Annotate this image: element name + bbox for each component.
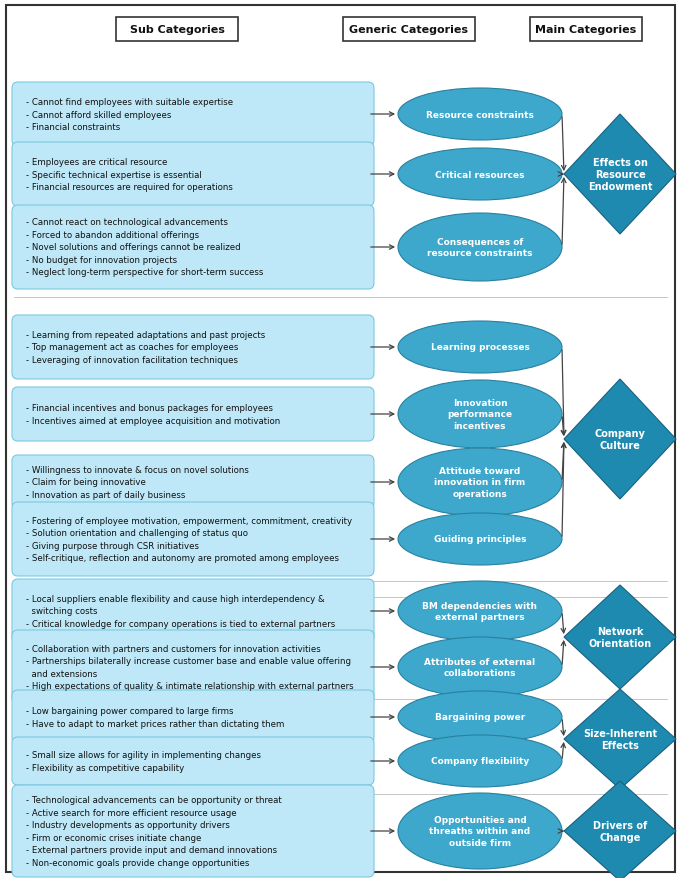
Text: - Cannot react on technological advancements
- Forced to abandon additional offe: - Cannot react on technological advancem… — [26, 219, 264, 277]
Ellipse shape — [398, 380, 562, 449]
Text: Learning processes: Learning processes — [430, 343, 529, 352]
Ellipse shape — [398, 793, 562, 869]
FancyBboxPatch shape — [12, 83, 374, 147]
Text: - Willingness to innovate & focus on novel solutions
- Claim for being innovativ: - Willingness to innovate & focus on nov… — [26, 465, 249, 500]
Text: Company
Culture: Company Culture — [595, 428, 646, 450]
Text: - Fostering of employee motivation, empowerment, commitment, creativity
- Soluti: - Fostering of employee motivation, empo… — [26, 516, 352, 563]
Text: - Collaboration with partners and customers for innovation activities
- Partners: - Collaboration with partners and custom… — [26, 644, 353, 690]
Ellipse shape — [398, 149, 562, 201]
Polygon shape — [564, 689, 676, 789]
FancyBboxPatch shape — [12, 690, 374, 745]
Text: Critical resources: Critical resources — [435, 170, 525, 179]
Ellipse shape — [398, 735, 562, 787]
Ellipse shape — [398, 449, 562, 516]
Ellipse shape — [398, 213, 562, 282]
Text: BM dependencies with
external partners: BM dependencies with external partners — [422, 601, 537, 622]
Ellipse shape — [398, 89, 562, 140]
FancyBboxPatch shape — [12, 143, 374, 206]
Polygon shape — [564, 115, 676, 234]
FancyBboxPatch shape — [530, 18, 642, 42]
Text: Main Categories: Main Categories — [535, 25, 636, 35]
Ellipse shape — [398, 637, 562, 697]
Polygon shape — [564, 586, 676, 689]
Text: - Cannot find employees with suitable expertise
- Cannot afford skilled employee: - Cannot find employees with suitable ex… — [26, 97, 233, 132]
FancyBboxPatch shape — [12, 785, 374, 877]
Text: Resource constraints: Resource constraints — [426, 111, 534, 119]
FancyBboxPatch shape — [12, 205, 374, 290]
FancyBboxPatch shape — [343, 18, 475, 42]
Text: Company flexibility: Company flexibility — [431, 757, 529, 766]
Text: Opportunities and
threaths within and
outside firm: Opportunities and threaths within and ou… — [430, 816, 530, 846]
Text: Attributes of external
collaborations: Attributes of external collaborations — [424, 658, 535, 677]
Text: Drivers of
Change: Drivers of Change — [593, 820, 647, 842]
Text: - Learning from repeated adaptations and past projects
- Top management act as c: - Learning from repeated adaptations and… — [26, 331, 266, 364]
Text: Effects on
Resource
Endowment: Effects on Resource Endowment — [588, 157, 652, 192]
FancyBboxPatch shape — [12, 387, 374, 442]
FancyBboxPatch shape — [12, 630, 374, 704]
Text: Sub Categories: Sub Categories — [129, 25, 225, 35]
FancyBboxPatch shape — [116, 18, 238, 42]
Ellipse shape — [398, 321, 562, 373]
Text: - Small size allows for agility in implementing changes
- Flexibility as competi: - Small size allows for agility in imple… — [26, 751, 261, 772]
Text: Guiding principles: Guiding principles — [434, 535, 526, 543]
Text: - Employees are critical resource
- Specific technical expertise is essential
- : - Employees are critical resource - Spec… — [26, 158, 233, 191]
Ellipse shape — [398, 581, 562, 641]
Text: Consequences of
resource constraints: Consequences of resource constraints — [427, 238, 533, 258]
FancyBboxPatch shape — [12, 579, 374, 644]
Text: - Technological advancements can be opportunity or threat
- Active search for mo: - Technological advancements can be oppo… — [26, 795, 282, 867]
Text: - Low bargaining power compared to large firms
- Have to adapt to market prices : - Low bargaining power compared to large… — [26, 707, 285, 728]
Polygon shape — [564, 379, 676, 500]
FancyBboxPatch shape — [12, 502, 374, 576]
Text: Generic Categories: Generic Categories — [349, 25, 468, 35]
Text: Bargaining power: Bargaining power — [435, 713, 525, 722]
Ellipse shape — [398, 691, 562, 743]
FancyBboxPatch shape — [12, 315, 374, 379]
Text: Innovation
performance
incentives: Innovation performance incentives — [447, 399, 513, 430]
Ellipse shape — [398, 514, 562, 565]
FancyBboxPatch shape — [12, 456, 374, 509]
Polygon shape — [564, 781, 676, 878]
Text: Attitude toward
innovation in firm
operations: Attitude toward innovation in firm opera… — [434, 467, 526, 498]
Text: - Financial incentives and bonus packages for employees
- Incentives aimed at em: - Financial incentives and bonus package… — [26, 404, 281, 425]
Text: Size-Inherent
Effects: Size-Inherent Effects — [583, 728, 657, 751]
Text: - Local suppliers enable flexibility and cause high interdependency &
  switchin: - Local suppliers enable flexibility and… — [26, 594, 335, 629]
Text: Network
Orientation: Network Orientation — [588, 626, 652, 649]
FancyBboxPatch shape — [12, 738, 374, 785]
